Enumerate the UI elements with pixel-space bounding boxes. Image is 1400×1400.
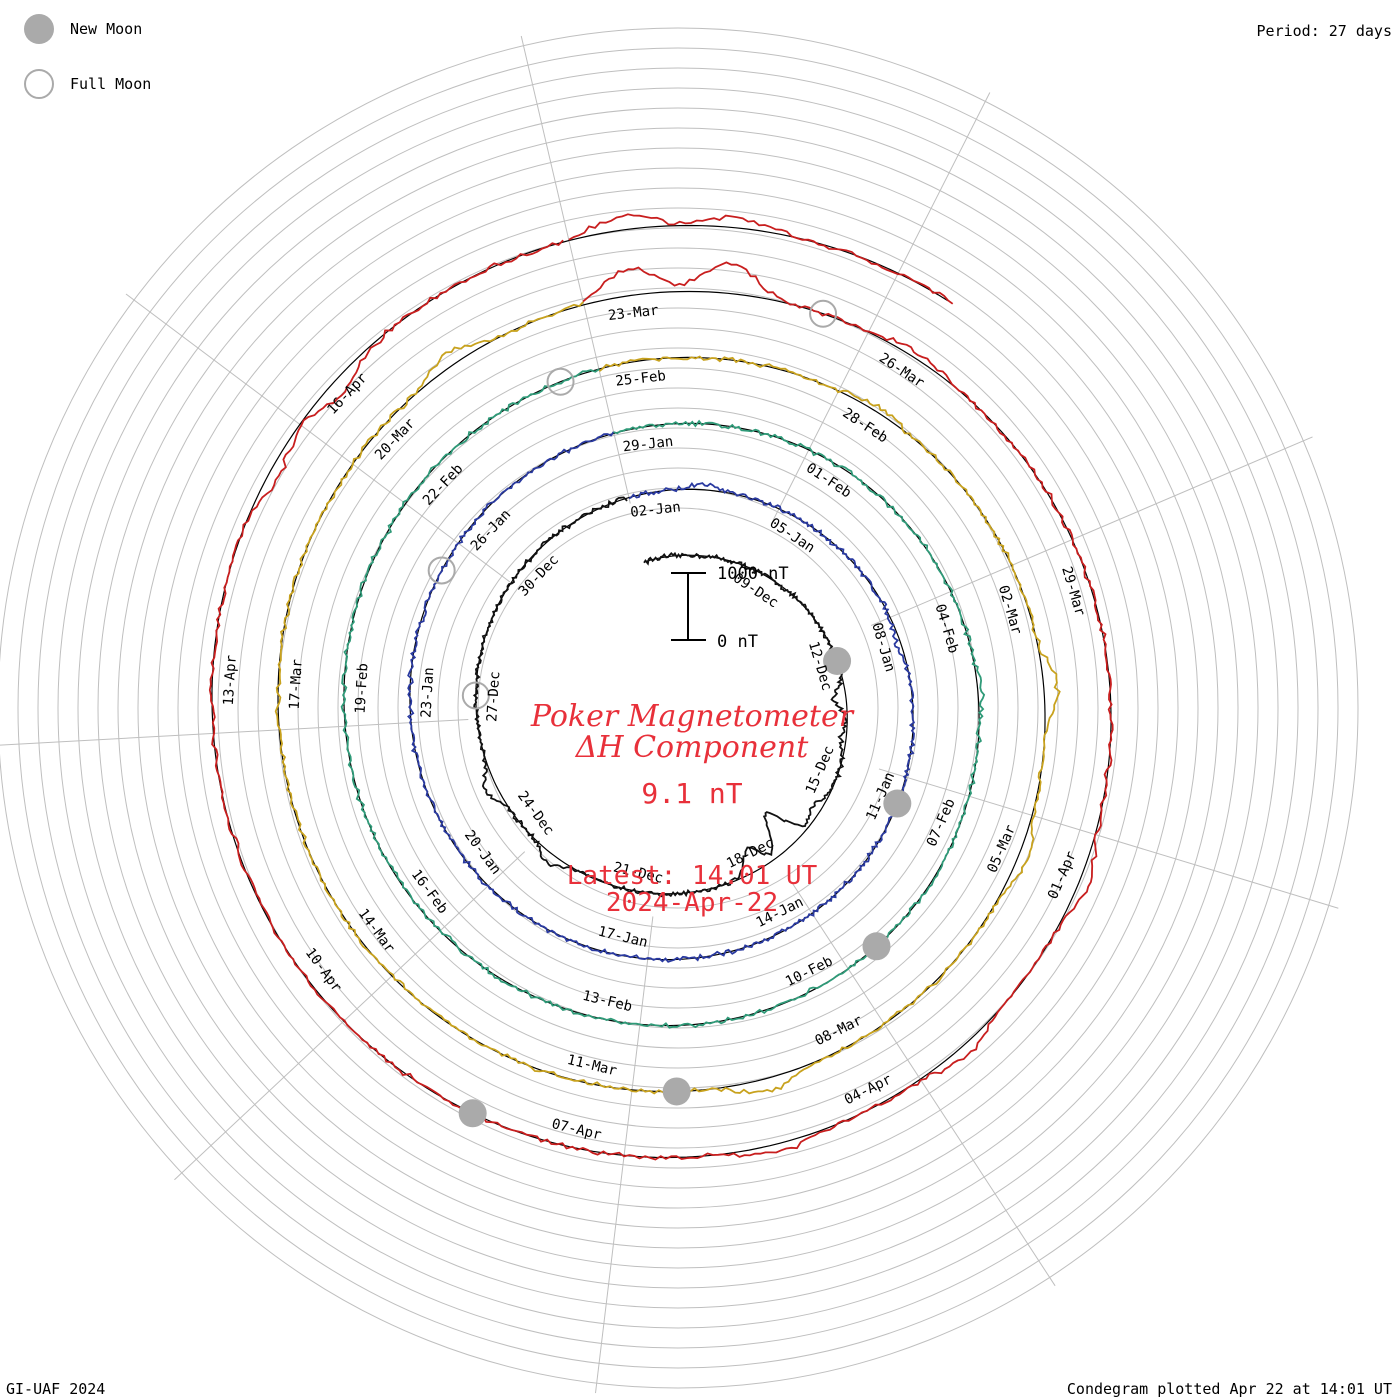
date-label: 29-Mar — [1058, 565, 1088, 618]
date-label: 25-Feb — [615, 368, 667, 390]
current-value: 9.1 nT — [641, 777, 742, 810]
legend-new-moon-label: New Moon — [70, 20, 143, 38]
full-moon-marker — [809, 299, 838, 328]
new-moon-marker — [662, 1077, 691, 1106]
series-line — [208, 239, 1114, 1161]
grid-ring — [397, 427, 959, 989]
date-label: 10-Feb — [783, 953, 835, 990]
date-label: 05-Jan — [767, 515, 818, 556]
grid-ring — [137, 167, 1219, 1249]
legend-full-moon-label: Full Moon — [70, 75, 152, 93]
grid-ring — [37, 67, 1319, 1349]
date-spoke — [0, 718, 469, 746]
plotted-label: Condegram plotted Apr 22 at 14:01 UT — [1066, 1380, 1392, 1398]
new-moon-marker — [823, 646, 852, 675]
date-label: 13-Apr — [221, 655, 240, 706]
scale-top-label: 1000 nT — [717, 564, 789, 584]
grid-ring — [417, 447, 939, 969]
grid-ring — [357, 387, 999, 1029]
date-label: 22-Feb — [420, 461, 466, 509]
series-line — [407, 431, 916, 963]
date-label: 30-Dec — [516, 552, 562, 600]
full-moon-marker — [461, 681, 490, 710]
moon-legend: New Moon Full Moon — [24, 10, 224, 110]
series-line — [568, 213, 954, 305]
date-label: 29-Jan — [622, 434, 674, 456]
latest-time: Latest: 14:01 UT — [567, 861, 818, 891]
date-label: 23-Jan — [418, 667, 437, 718]
date-label: 19-Feb — [352, 663, 371, 714]
series-line — [472, 496, 848, 898]
date-label: 10-Apr — [302, 945, 345, 995]
date-label: 27-Dec — [484, 671, 503, 722]
date-label: 23-Mar — [607, 302, 659, 324]
grid-ring — [17, 47, 1339, 1369]
grid-ring — [77, 107, 1279, 1309]
scale-bar: 1000 nT 0 nT — [671, 564, 789, 652]
date-label: 08-Jan — [868, 621, 898, 674]
full-moon-marker — [427, 556, 456, 585]
date-label: 20-Mar — [372, 416, 418, 464]
grid-ring — [197, 227, 1159, 1189]
full-moon-marker — [546, 367, 575, 396]
grid-ring — [97, 127, 1259, 1289]
date-spoke — [594, 916, 654, 1394]
legend-full-moon: Full Moon — [24, 67, 151, 101]
date-label: 02-Mar — [995, 583, 1025, 636]
new-moon-marker — [862, 932, 891, 961]
date-spoke — [878, 768, 1339, 909]
date-label: 16-Apr — [324, 370, 370, 418]
series-line — [340, 368, 986, 1029]
title-line-1: Poker Magnetometer — [530, 699, 855, 734]
date-spoke — [520, 35, 631, 504]
grid-ring — [257, 287, 1099, 1129]
full-moon-icon — [24, 69, 54, 99]
date-spokes — [0, 35, 1339, 1394]
grid-ring — [437, 467, 919, 949]
date-spoke — [125, 293, 511, 583]
date-label: 17-Jan — [596, 924, 649, 951]
data-series — [208, 213, 1114, 1161]
new-moon-icon — [24, 14, 54, 44]
date-label: 17-Mar — [287, 659, 306, 710]
date-label: 11-Mar — [565, 1052, 618, 1079]
credit-label: GI-UAF 2024 — [6, 1380, 106, 1398]
date-label: 14-Mar — [355, 906, 398, 956]
grid-ring — [157, 187, 1199, 1229]
series-line — [274, 301, 1061, 1095]
date-label: 26-Jan — [468, 507, 514, 555]
grid-ring — [117, 147, 1239, 1269]
grid-ring — [237, 267, 1119, 1149]
grid-ring — [317, 347, 1039, 1069]
date-label: 04-Feb — [932, 602, 962, 655]
period-label: Period: 27 days — [1256, 22, 1392, 40]
title-line-2: ΔH Component — [575, 730, 809, 765]
date-spoke — [792, 883, 1056, 1287]
grid-ring — [377, 407, 979, 1009]
new-moon-marker — [458, 1099, 487, 1128]
date-label: 20-Jan — [461, 828, 504, 878]
grid-ring — [177, 207, 1179, 1209]
legend-new-moon: New Moon — [24, 12, 142, 46]
new-moon-marker — [883, 789, 912, 818]
date-spoke — [772, 92, 991, 521]
date-spoke — [174, 851, 526, 1181]
grid-ring — [57, 87, 1299, 1329]
grid-ring — [217, 247, 1139, 1169]
date-label: 13-Feb — [581, 988, 634, 1015]
date-spoke — [870, 436, 1313, 626]
grid-ring — [337, 367, 1019, 1049]
center-title: Poker Magnetometer ΔH Component 9.1 nT L… — [530, 699, 855, 918]
date-label: 02-Jan — [630, 499, 682, 521]
moon-markers — [427, 299, 912, 1128]
scale-bottom-label: 0 nT — [717, 632, 758, 652]
date-label: 01-Feb — [803, 460, 854, 501]
grid-ring — [0, 27, 1359, 1389]
latest-date: 2024-Apr-22 — [606, 888, 778, 918]
